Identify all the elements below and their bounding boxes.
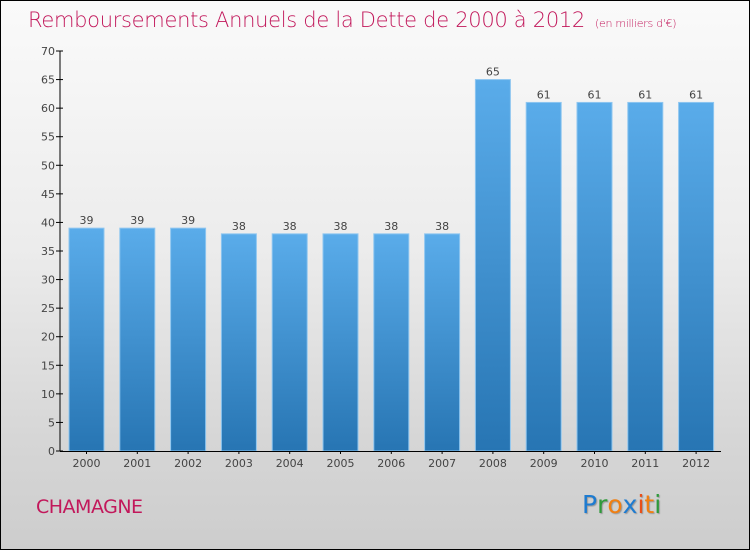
value-label-2000: 39 — [80, 214, 94, 227]
value-label-2003: 38 — [232, 220, 246, 233]
value-label-2004: 38 — [283, 220, 297, 233]
y-tick-label-55: 55 — [41, 131, 55, 144]
y-tick-label-5: 5 — [48, 416, 55, 429]
bar-2010 — [576, 101, 613, 452]
y-tick-label-0: 0 — [48, 445, 55, 458]
chart-title-text: Remboursements Annuels de la Dette de 20… — [28, 8, 585, 32]
logo-letter: r — [597, 490, 608, 519]
x-axis: 2000 2001 2002 2003 2004 2005 2006 2007 2008 2009… — [60, 451, 721, 470]
value-label-2008: 65 — [486, 66, 500, 79]
value-label-2012: 61 — [689, 88, 703, 101]
value-label-2002: 39 — [181, 214, 195, 227]
y-axis: 0 5 10 15 20 25 30 35 40 45 50 55 60 65 70 — [41, 45, 63, 458]
bar-2001 — [119, 227, 156, 452]
value-label-2011: 61 — [638, 88, 652, 101]
x-tick-label-2006: 2006 — [377, 457, 405, 470]
value-label-2007: 38 — [435, 220, 449, 233]
y-tick-label-30: 30 — [41, 274, 55, 287]
logo-letter: t — [644, 490, 655, 519]
x-tick-label-2005: 2005 — [327, 457, 355, 470]
bar-2006 — [373, 233, 410, 452]
x-tick-label-2010: 2010 — [581, 457, 609, 470]
value-label-2005: 38 — [334, 220, 348, 233]
bar-2011 — [627, 101, 664, 452]
bar-2012 — [678, 101, 715, 452]
bar-2004 — [271, 233, 308, 452]
y-tick-label-15: 15 — [41, 359, 55, 372]
bar-2008 — [474, 79, 511, 452]
y-tick-label-20: 20 — [41, 331, 55, 344]
y-tick-label-25: 25 — [41, 302, 55, 315]
value-label-2009: 61 — [537, 88, 551, 101]
bars-group: 39 39 39 38 38 38 38 38 65 61 61 61 61 — [68, 66, 715, 452]
value-label-2006: 38 — [384, 220, 398, 233]
bar-2009 — [525, 101, 562, 452]
x-tick-label-2001: 2001 — [123, 457, 151, 470]
value-label-2001: 39 — [130, 214, 144, 227]
bar-2002 — [170, 227, 207, 452]
commune-name: CHAMAGNE — [36, 496, 143, 518]
x-tick-label-2007: 2007 — [428, 457, 456, 470]
y-tick-label-60: 60 — [41, 102, 55, 115]
logo-letter: o — [607, 490, 623, 519]
y-tick-label-35: 35 — [41, 245, 55, 258]
x-tick-label-2003: 2003 — [225, 457, 253, 470]
y-tick-label-45: 45 — [41, 188, 55, 201]
bar-2007 — [424, 233, 461, 452]
y-tick-label-50: 50 — [41, 159, 55, 172]
x-tick-label-2002: 2002 — [174, 457, 202, 470]
y-tick-label-70: 70 — [41, 45, 55, 58]
y-tick-label-65: 65 — [41, 74, 55, 87]
x-tick-label-2011: 2011 — [631, 457, 659, 470]
x-tick-label-2004: 2004 — [276, 457, 304, 470]
x-tick-label-2000: 2000 — [73, 457, 101, 470]
logo-letter: P — [582, 490, 598, 519]
logo-letter: x — [622, 490, 638, 519]
logo-letter: i — [637, 490, 645, 519]
value-label-2010: 61 — [588, 88, 602, 101]
logo-letter: i — [654, 490, 662, 519]
y-tick-label-10: 10 — [41, 388, 55, 401]
x-tick-label-2008: 2008 — [479, 457, 507, 470]
bar-2003 — [220, 233, 257, 452]
bar-2000 — [68, 227, 105, 452]
bar-2005 — [322, 233, 359, 452]
proxiti-logo[interactable]: Proxiti — [582, 490, 661, 519]
x-tick-label-2012: 2012 — [682, 457, 710, 470]
chart-title: Remboursements Annuels de la Dette de 20… — [28, 8, 676, 32]
chart-subtitle: (en milliers d'€) — [595, 17, 677, 30]
y-tick-label-40: 40 — [41, 216, 55, 229]
x-tick-label-2009: 2009 — [530, 457, 558, 470]
